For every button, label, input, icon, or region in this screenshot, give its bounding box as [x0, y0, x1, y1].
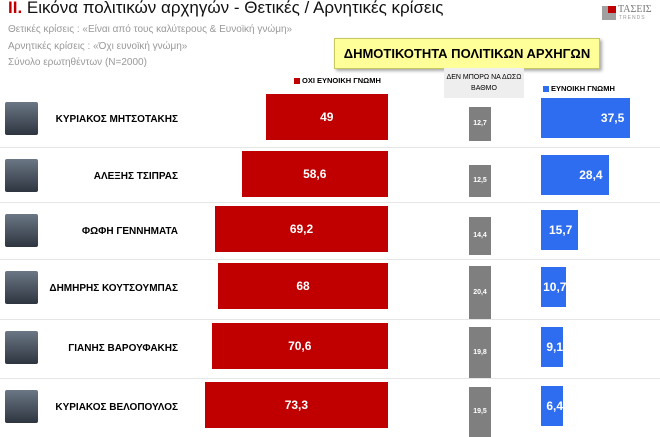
leader-photo — [5, 331, 38, 364]
leader-name: ΚΥΡΙΑΚΟΣ ΒΕΛΟΠΟΥΛΟΣ — [55, 402, 178, 413]
leader-name: ΚΥΡΙΑΚΟΣ ΜΗΤΣΟΤΑΚΗΣ — [55, 114, 178, 125]
bar-dont-know: 12,7 — [469, 107, 491, 141]
subtitle-sample: Σύνολο ερωτηθέντων (N=2000) — [8, 57, 147, 68]
leader-photo — [5, 102, 38, 135]
bar-dont-know: 14,4 — [469, 217, 491, 255]
bar-negative: 58,6 — [241, 151, 388, 197]
bar-negative: 68 — [218, 263, 388, 309]
legend-positive: ΕΥΝΟΙΚΗ ΓΝΩΜΗ — [543, 84, 615, 93]
bar-dont-know: 12,5 — [469, 164, 491, 198]
row-separator — [0, 259, 660, 260]
bar-positive: 6,4 — [541, 386, 563, 426]
bar-negative: 73,3 — [204, 382, 388, 428]
chart-title: ΔΗΜΟΤΙΚΟΤΗΤΑ ΠΟΛΙΤΙΚΩΝ ΑΡΧΗΓΩΝ — [334, 38, 600, 69]
legend-dont-know: ΔΕΝ ΜΠΟΡΩ ΝΑ ΔΩΣΩ ΒΑΘΜΟ — [444, 68, 524, 98]
bar-negative: 70,6 — [211, 323, 388, 369]
subtitle-positive: Θετικές κρίσεις : «Είναι από τους καλύτε… — [8, 24, 293, 35]
leader-photo — [5, 214, 38, 247]
row-separator — [0, 202, 660, 203]
bar-dont-know: 20,4 — [469, 266, 491, 320]
legend-negative: ΟΧΙ ΕΥΝΟΙΚΗ ΓΝΩΜΗ — [294, 76, 381, 85]
row-separator — [0, 378, 660, 379]
row-separator — [0, 319, 660, 320]
bar-dont-know: 19,8 — [469, 327, 491, 379]
bar-positive: 9,1 — [541, 327, 563, 367]
title-number: II. — [8, 0, 23, 17]
bar-positive: 10,7 — [541, 267, 567, 307]
leader-name: ΦΩΦΗ ΓΕΝΝΗΜΑΤΑ — [81, 226, 178, 237]
title-text: Εικόνα πολιτικών αρχηγών - Θετικές / Αρν… — [22, 0, 444, 17]
bar-positive: 28,4 — [541, 155, 609, 195]
leader-name: ΓΙΑΝΗΣ ΒΑΡΟΥΦΑΚΗΣ — [68, 343, 178, 354]
bar-positive: 15,7 — [541, 210, 579, 250]
subtitle-negative: Αρνητικές κρίσεις : «Όχι ευνοϊκή γνώμη» — [8, 41, 188, 52]
leader-name: ΔΗΜΗΡΗΣ ΚΟΥΤΣΟΥΜΠΑΣ — [49, 283, 178, 294]
leader-photo — [5, 159, 38, 192]
bar-negative: 49 — [265, 94, 388, 140]
bar-positive: 37,5 — [541, 98, 631, 138]
page-title: II. Εικόνα πολιτικών αρχηγών - Θετικές /… — [8, 0, 443, 18]
bar-dont-know: 19,5 — [469, 386, 491, 437]
bar-negative: 69,2 — [215, 206, 388, 252]
leader-photo — [5, 390, 38, 423]
leader-photo — [5, 271, 38, 304]
logo: ΤΑΣΕΙΣ TRENDS — [602, 4, 654, 24]
leader-name: ΑΛΕΞΗΣ ΤΣΙΠΡΑΣ — [93, 171, 178, 182]
row-separator — [0, 147, 660, 148]
